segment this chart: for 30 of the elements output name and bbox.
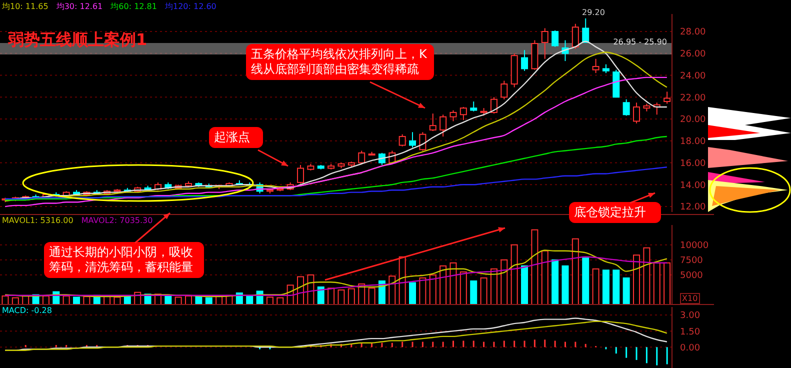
text: 弱势五线顺上案例1 bbox=[8, 30, 148, 51]
y-tick-label: 3.00 bbox=[680, 311, 700, 322]
text: MAVOL1: 5316.00 bbox=[2, 216, 74, 225]
y-tick-label: 1.50 bbox=[680, 327, 700, 338]
y-tick-label: 18.00 bbox=[680, 137, 706, 148]
annotation: 底仓锁定拉升 bbox=[569, 202, 661, 223]
y-tick-label: 0.00 bbox=[680, 343, 700, 354]
y-tick-label: 16.00 bbox=[680, 158, 706, 169]
y-axis-title: X10 bbox=[680, 293, 700, 304]
y-tick-label: 14.00 bbox=[680, 180, 706, 191]
text: MAVOL2: 7035.30 bbox=[81, 216, 153, 225]
annotation: 通过长期的小阳小阴，吸收筹码，清洗筹码，蓄积能量 bbox=[44, 242, 204, 278]
y-tick-label: 10000 bbox=[680, 241, 709, 252]
y-tick-label: 7500 bbox=[680, 256, 704, 266]
text: 均10: 11.65 bbox=[2, 1, 48, 12]
text: MACD: -0.28 bbox=[2, 306, 52, 315]
text: 均120: 12.60 bbox=[164, 1, 216, 12]
y-tick-label: 26.00 bbox=[680, 50, 706, 60]
annotation: 29.20 bbox=[582, 8, 605, 17]
y-tick-label: 20.00 bbox=[680, 115, 706, 126]
y-tick-label: 22.00 bbox=[680, 93, 706, 104]
annotation: 起涨点 bbox=[209, 127, 263, 148]
text: 均60: 12.81 bbox=[110, 1, 157, 12]
text: 均30: 12.61 bbox=[56, 1, 103, 12]
band-label: 26.95 - 25.90 bbox=[613, 38, 667, 47]
y-tick-label: 12.00 bbox=[680, 202, 706, 213]
y-tick-label: 28.00 bbox=[680, 28, 706, 38]
annotation: 五条价格平均线依次排列向上，K线从底部到顶部由密集变得稀疏 bbox=[246, 44, 434, 80]
y-tick-label: 5000 bbox=[680, 271, 704, 282]
y-tick-label: 24.00 bbox=[680, 71, 706, 82]
